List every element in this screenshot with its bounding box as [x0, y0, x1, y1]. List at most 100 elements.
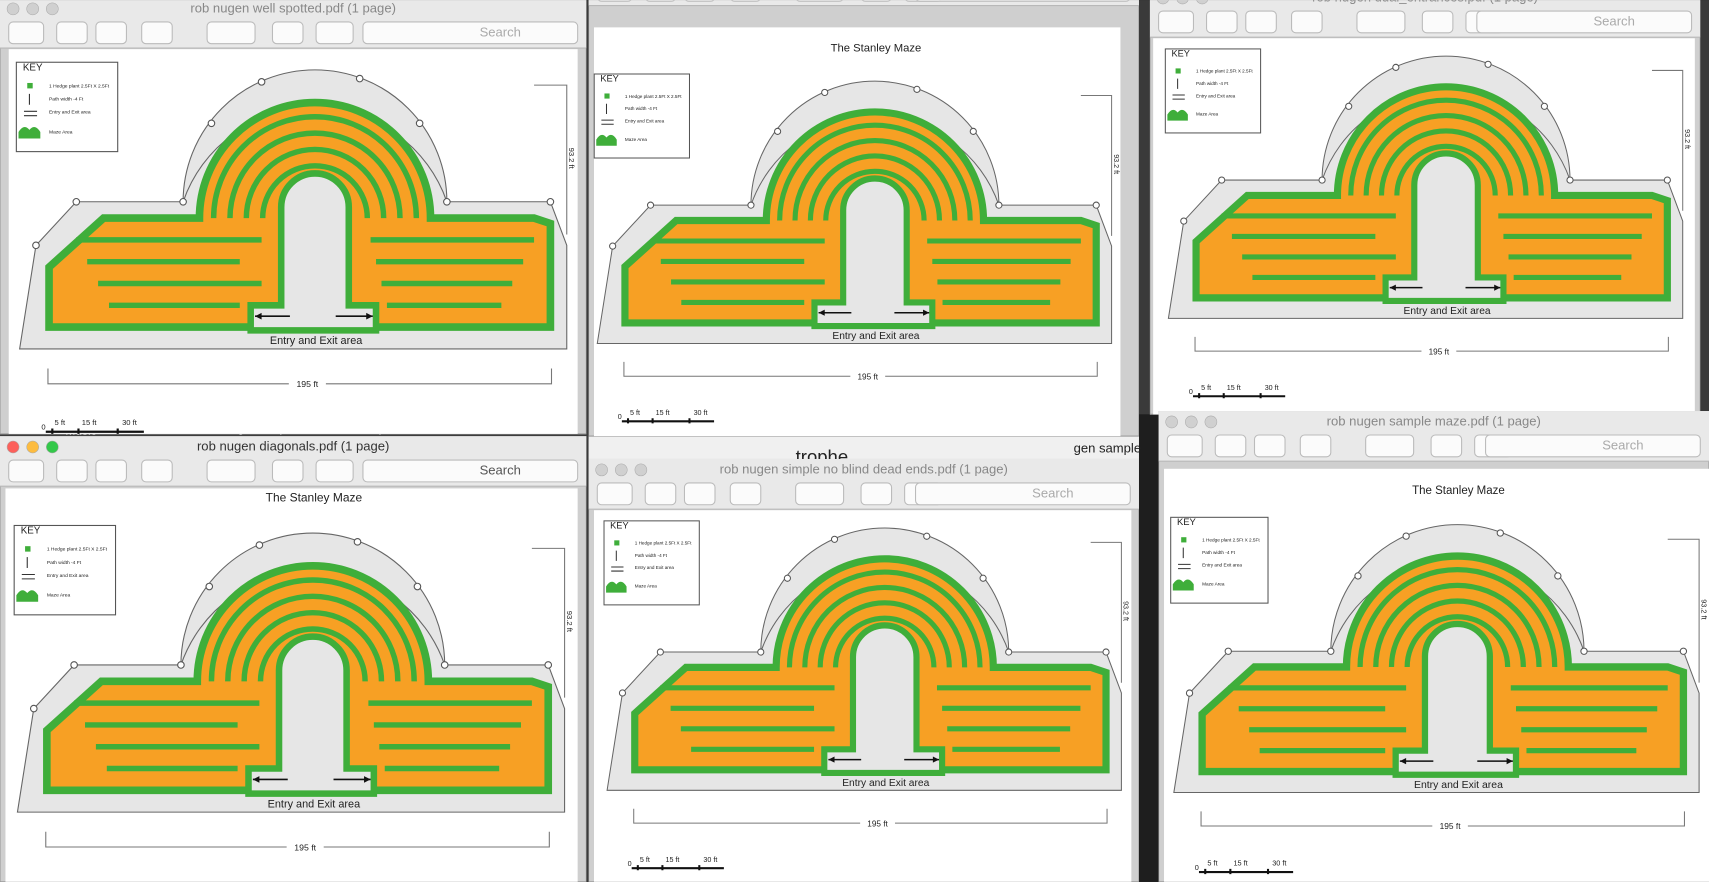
post — [1218, 176, 1226, 184]
arrow-head — [818, 309, 825, 316]
search-field[interactable] — [1476, 10, 1693, 34]
traffic-light[interactable] — [634, 463, 648, 477]
key-icon — [1167, 109, 1188, 121]
traffic-light[interactable] — [1196, 0, 1209, 5]
traffic-light[interactable] — [614, 463, 628, 477]
toolbar-button[interactable] — [729, 482, 762, 506]
maze-drawing: Entry and Exit area 195 ft 93.2 ft KEY 1 Hed… — [1164, 48, 1691, 399]
post — [1092, 201, 1100, 209]
toolbar-button[interactable] — [56, 459, 88, 483]
toolbar-button[interactable] — [1166, 434, 1203, 458]
post — [774, 127, 782, 135]
toolbar-button[interactable] — [271, 459, 304, 483]
key-icon — [27, 82, 33, 89]
window: rob nugen well spotted.pdf (1 page) Searc… — [0, 0, 587, 435]
toolbar-button[interactable] — [141, 459, 173, 483]
traffic-light[interactable] — [1185, 415, 1198, 429]
search-field[interactable] — [914, 482, 1131, 506]
toolbar-button[interactable] — [795, 482, 845, 506]
toolbar-button[interactable] — [645, 0, 676, 2]
traffic-light[interactable] — [46, 2, 59, 16]
toolbar-button[interactable] — [796, 0, 844, 2]
post — [1484, 60, 1492, 68]
scale-label: 15 ft — [1227, 384, 1241, 392]
toolbar-button[interactable] — [1158, 10, 1195, 34]
toolbar-button[interactable] — [1421, 10, 1454, 34]
key-icon — [16, 590, 39, 602]
post — [747, 201, 755, 209]
toolbar-button[interactable] — [644, 482, 677, 506]
toolbar-button[interactable] — [730, 0, 761, 2]
toolbar-button[interactable] — [56, 21, 88, 45]
entry-label: Entry and Exit area — [1414, 780, 1503, 791]
traffic-light[interactable] — [6, 440, 20, 454]
post — [995, 201, 1003, 209]
toolbar-button[interactable] — [1365, 434, 1415, 458]
window: The Stanley Maze Entry and Exit area 195 f… — [588, 0, 1139, 437]
maze-drawing: The Stanley Maze Entry and Exit area 195 f… — [13, 490, 574, 853]
scale-bar — [621, 418, 715, 424]
scale-label: 0 — [628, 860, 632, 868]
center-court — [821, 622, 946, 776]
search-field[interactable] — [362, 459, 579, 483]
arrow-head — [1494, 284, 1501, 291]
toolbar-button[interactable] — [861, 0, 892, 2]
toolbar-button[interactable] — [141, 21, 173, 45]
window: rob nugen diagonals.pdf (1 page) Search Th… — [0, 436, 587, 882]
toolbar-button[interactable] — [1430, 434, 1463, 458]
post — [969, 127, 977, 135]
traffic-light[interactable] — [1165, 415, 1178, 429]
toolbar-button[interactable] — [315, 21, 354, 45]
hedge-arc — [227, 130, 403, 219]
scale-label: 5 ft — [54, 418, 65, 427]
traffic-light[interactable] — [595, 463, 608, 477]
width-label: 195 ft — [294, 842, 316, 852]
search-field[interactable] — [362, 21, 579, 45]
toolbar-button[interactable] — [206, 21, 256, 45]
toolbar-button[interactable] — [683, 482, 716, 506]
key-icon — [604, 93, 610, 99]
traffic-light[interactable] — [1157, 0, 1169, 5]
toolbar-button[interactable] — [95, 459, 127, 483]
toolbar-button[interactable] — [1299, 434, 1332, 458]
traffic-light[interactable] — [1176, 0, 1189, 5]
center-court — [811, 175, 936, 330]
window-title: rob nugen diagonals.pdf (1 page) — [197, 438, 389, 453]
traffic-light[interactable] — [46, 440, 59, 454]
toolbar-button[interactable] — [1214, 434, 1247, 458]
scale-bar — [1198, 868, 1294, 875]
window-title: rob nugen sample maze.pdf (1 page) — [1327, 413, 1541, 428]
toolbar-button[interactable] — [271, 21, 304, 45]
toolbar-button[interactable] — [1291, 10, 1323, 34]
traffic-light[interactable] — [26, 2, 39, 16]
toolbar-button[interactable] — [1245, 10, 1277, 34]
hedge-arc — [777, 122, 973, 221]
toolbar-button[interactable] — [1356, 10, 1406, 34]
post — [257, 78, 266, 86]
toolbar-button[interactable] — [8, 21, 45, 45]
toolbar-button[interactable] — [206, 459, 256, 483]
entry-label: Entry and Exit area — [842, 778, 929, 789]
entry-label: Entry and Exit area — [270, 335, 363, 347]
search-field[interactable] — [916, 0, 1131, 2]
toolbar-button[interactable] — [596, 482, 633, 506]
search-field[interactable] — [1485, 434, 1701, 458]
toolbar-button[interactable] — [8, 459, 45, 483]
toolbar-button[interactable] — [95, 21, 127, 45]
post — [179, 197, 187, 206]
hedge-arc — [1373, 582, 1542, 667]
hedge-arc — [802, 584, 968, 668]
toolbar-button[interactable] — [1206, 10, 1238, 34]
hedge-arc — [1363, 112, 1529, 196]
key-icon — [21, 573, 35, 580]
toolbar-button[interactable] — [1253, 434, 1286, 458]
key-item: Path width -4 Ft — [635, 553, 668, 558]
traffic-light[interactable] — [6, 2, 20, 16]
traffic-light[interactable] — [26, 440, 39, 454]
toolbar-button[interactable] — [860, 482, 893, 506]
traffic-light[interactable] — [1204, 415, 1218, 429]
toolbar-button[interactable] — [315, 459, 354, 483]
key-item: Maze Area — [49, 129, 73, 135]
toolbar-button[interactable] — [684, 0, 715, 2]
toolbar-button[interactable] — [597, 0, 632, 2]
